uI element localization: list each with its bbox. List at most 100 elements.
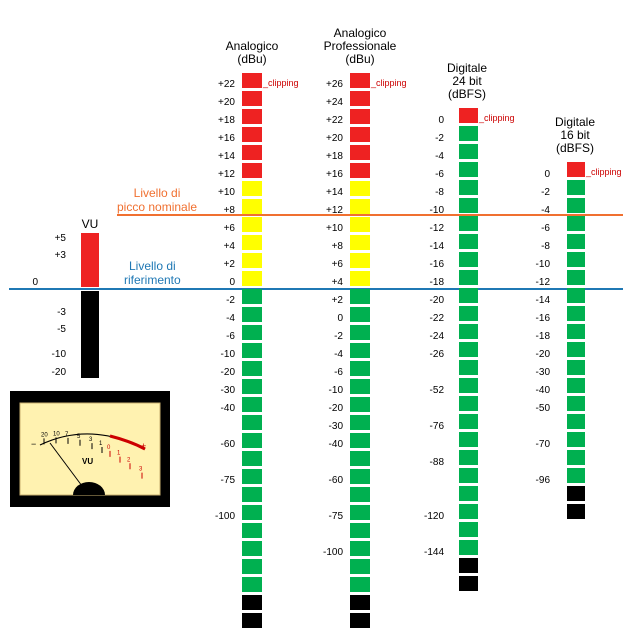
analog-pro-segment [350, 145, 370, 160]
vu-red-bar [81, 233, 99, 287]
digital16-scale-label: -14 [535, 295, 550, 306]
meter-scale-number: 1 [117, 451, 121, 457]
analog-segment [242, 127, 262, 142]
analog-segment [242, 415, 262, 430]
analog-scale-label: -40 [220, 403, 235, 414]
analog-pro-scale-label: -6 [334, 367, 343, 378]
digital24-scale-label: -4 [435, 151, 444, 162]
meter-scale-number: 0 [107, 445, 111, 451]
meter-unit: VU [82, 457, 93, 466]
analog-scale-label: +16 [218, 133, 235, 144]
analog-pro-scale-label: -40 [328, 439, 343, 450]
analog-segment [242, 613, 262, 628]
analog-segment [242, 217, 262, 232]
digital16-segment [567, 198, 585, 213]
digital24-segment [459, 522, 478, 537]
analog-pro-scale-label: +16 [326, 169, 343, 180]
digital16-segment [567, 162, 585, 177]
digital16-segment [567, 252, 585, 267]
analog-segment [242, 523, 262, 538]
analog-pro-segment [350, 217, 370, 232]
digital16-scale-label: -40 [535, 385, 550, 396]
analog-pro-scale-label: -100 [322, 547, 343, 558]
digital16-segment [567, 288, 585, 303]
analog-scale-label: +10 [218, 187, 235, 198]
digital16-segment [567, 216, 585, 231]
analog-pro-scale-label: +2 [331, 295, 343, 306]
vu-scale-label: -3 [57, 307, 66, 318]
analog-segment [242, 541, 262, 556]
analog-scale-label: -30 [220, 385, 235, 396]
digital16-segment [567, 468, 585, 483]
nominal-peak-label: Livello di picco nominale [117, 186, 198, 214]
meter-scale-number: 20 [41, 432, 48, 438]
analog-segment [242, 595, 262, 610]
analog-pro-scale-label: +10 [326, 223, 343, 234]
digital24-segment [459, 450, 478, 465]
analog-pro-segment [350, 379, 370, 394]
digital16-segment [567, 486, 585, 501]
analog-segment [242, 361, 262, 376]
analog-pro-segment [350, 559, 370, 574]
meter-scale-number: 3 [139, 467, 143, 473]
digital24-segment [459, 396, 478, 411]
analog-pro-segment [350, 325, 370, 340]
digital24-segment [459, 432, 478, 447]
vu-black-bar [81, 291, 99, 378]
digital24-segment [459, 216, 478, 231]
digital24-segment [459, 306, 478, 321]
analog-segment [242, 505, 262, 520]
digital24-scale-label: -76 [429, 421, 444, 432]
analog-pro-segment [350, 613, 370, 628]
analog-scale-label: +20 [218, 97, 235, 108]
analog-scale-label: -60 [220, 439, 235, 450]
meter-scale-number: 1 [99, 441, 103, 447]
analog-pro-segment [350, 451, 370, 466]
analog-scale-label: +18 [218, 115, 235, 126]
digital16-scale-label: -4 [541, 205, 550, 216]
digital24-scale-label: 0 [438, 115, 444, 126]
digital16-segment [567, 270, 585, 285]
analog-scale-label: -20 [220, 367, 235, 378]
digital16-segment [567, 504, 585, 519]
digital16-segment [567, 306, 585, 321]
digital16-clipping-label: _clipping [586, 167, 622, 177]
meter-scale-number: 10 [53, 431, 60, 437]
digital16-scale-label: -30 [535, 367, 550, 378]
analog-pro-segment [350, 433, 370, 448]
digital16-scale-label: -16 [535, 313, 550, 324]
digital24-segment [459, 324, 478, 339]
digital24-segment [459, 486, 478, 501]
analog-segment [242, 73, 262, 88]
analog-scale-label: +8 [223, 205, 235, 216]
analog-segment [242, 379, 262, 394]
analog-pro-segment [350, 127, 370, 142]
analog-scale-label: +14 [218, 151, 235, 162]
analog-title: Analogico (dBu) [225, 39, 279, 66]
analog-segment [242, 469, 262, 484]
analog-pro-segment [350, 541, 370, 556]
analog-pro-scale-label: +8 [331, 241, 343, 252]
analog-pro-segment [350, 235, 370, 250]
analog-segment [242, 397, 262, 412]
analog-pro-segment [350, 487, 370, 502]
analog-segment [242, 325, 262, 340]
vu-scale-label: -10 [51, 349, 66, 360]
analog-scale-label: -100 [214, 511, 235, 522]
analog-scale-label: +2 [223, 259, 235, 270]
analog-pro-scale-label: -30 [328, 421, 343, 432]
digital16-scale-label: -6 [541, 223, 550, 234]
analog-pro-segment [350, 415, 370, 430]
analog-pro-scale-label: +18 [326, 151, 343, 162]
analog-segment [242, 109, 262, 124]
digital24-segment [459, 162, 478, 177]
digital24-clipping-label: _clipping [479, 113, 515, 123]
digital16-scale-label: -20 [535, 349, 550, 360]
digital16-scale-label: -12 [535, 277, 550, 288]
analog-segment [242, 91, 262, 106]
digital24-segment [459, 342, 478, 357]
vu-scale-label: -20 [51, 367, 66, 378]
analog-scale-label: -2 [226, 295, 235, 306]
analog-scale-label: -4 [226, 313, 235, 324]
